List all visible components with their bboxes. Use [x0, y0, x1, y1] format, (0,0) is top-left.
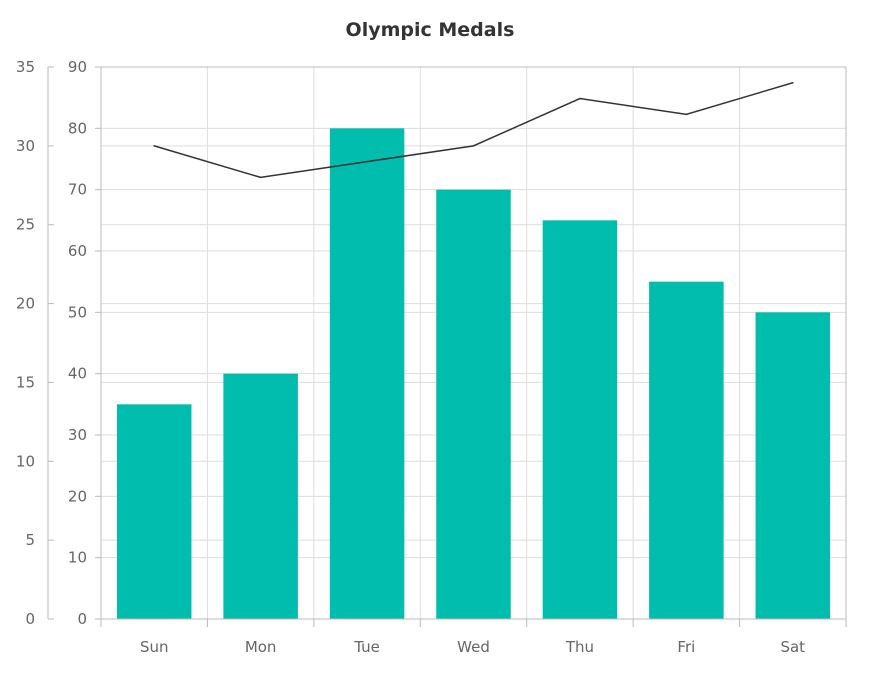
line-point — [791, 81, 794, 84]
line-point — [153, 145, 156, 147]
y2-tick-label: 30 — [16, 137, 35, 155]
line-point — [259, 176, 262, 179]
bar — [649, 281, 724, 619]
bar — [436, 189, 511, 619]
y-tick-label: 80 — [68, 119, 87, 137]
y-tick-label: 70 — [68, 181, 87, 199]
y2-tick-label: 20 — [16, 295, 35, 313]
y2-tick-label: 0 — [25, 610, 35, 628]
bar — [223, 373, 298, 619]
y2-tick-label: 35 — [16, 58, 35, 76]
line-point — [579, 97, 581, 100]
bar — [542, 220, 618, 620]
y-tick-label: 30 — [68, 426, 87, 444]
y2-tick-label: 15 — [16, 373, 35, 391]
y-tick-label: 0 — [77, 610, 87, 628]
line-point — [472, 145, 475, 147]
y2-tick-label: 25 — [16, 216, 35, 234]
y-tick-label: 10 — [68, 549, 87, 567]
x-tick-label: Wed — [457, 638, 490, 656]
y-tick-label: 20 — [68, 487, 87, 505]
chart-title: Olympic Medals — [346, 19, 515, 41]
x-tick-label: Sun — [140, 638, 169, 656]
line-point — [685, 113, 688, 116]
y-tick-label: 90 — [68, 58, 87, 76]
x-tick-label: Fri — [677, 638, 695, 656]
y2-tick-label: 5 — [25, 531, 35, 549]
line-series — [154, 82, 793, 179]
x-tick-label: Sat — [780, 638, 805, 656]
bar — [329, 128, 405, 620]
line-point — [366, 160, 368, 163]
y-tick-label: 60 — [68, 242, 87, 260]
y-tick-label: 50 — [68, 303, 87, 321]
bar — [755, 312, 831, 619]
x-tick-label: Mon — [245, 638, 277, 656]
y2-tick-label: 10 — [16, 452, 35, 470]
x-tick-label: Tue — [353, 638, 380, 656]
bar — [116, 404, 192, 619]
y-tick-label: 40 — [68, 365, 87, 383]
x-tick-label: Thu — [565, 638, 594, 656]
